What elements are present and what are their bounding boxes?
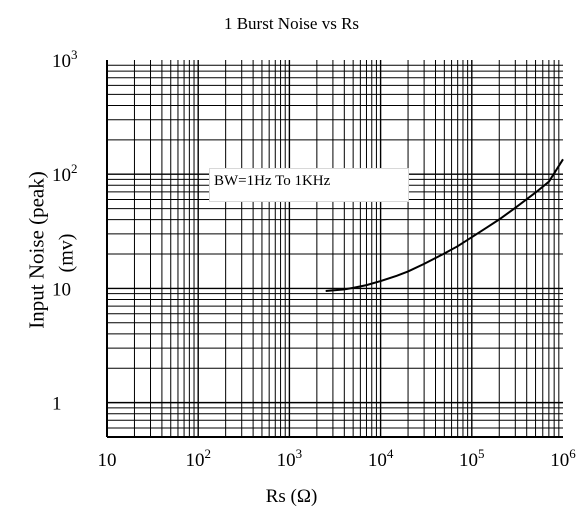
y-tick-label: 102 xyxy=(52,161,78,186)
x-tick-label: 103 xyxy=(277,446,303,471)
grid-lines xyxy=(106,60,563,438)
y-tick-label: 103 xyxy=(52,47,78,72)
x-tick-label: 105 xyxy=(459,446,485,471)
x-tick-label: 102 xyxy=(185,446,211,471)
x-tick-label: 106 xyxy=(550,446,576,471)
tick-labels: 10 102 103 104 105 106 1 10 102 103 xyxy=(52,47,576,471)
x-axis-label: Rs (Ω) xyxy=(265,486,318,507)
x-tick-label: 104 xyxy=(368,446,394,471)
y-tick-label: 1 xyxy=(52,394,62,415)
series-lines xyxy=(325,158,564,292)
bandwidth-annotation: BW=1Hz To 1KHz xyxy=(214,173,331,189)
bandwidth-annotation-box: BW=1Hz To 1KHz xyxy=(209,168,409,202)
x-tick-label: 10 xyxy=(98,450,117,471)
chart-title: 1 Burst Noise vs Rs xyxy=(223,14,360,33)
series-line xyxy=(325,158,564,292)
axes xyxy=(106,60,563,438)
y-tick-label: 10 xyxy=(52,279,71,300)
